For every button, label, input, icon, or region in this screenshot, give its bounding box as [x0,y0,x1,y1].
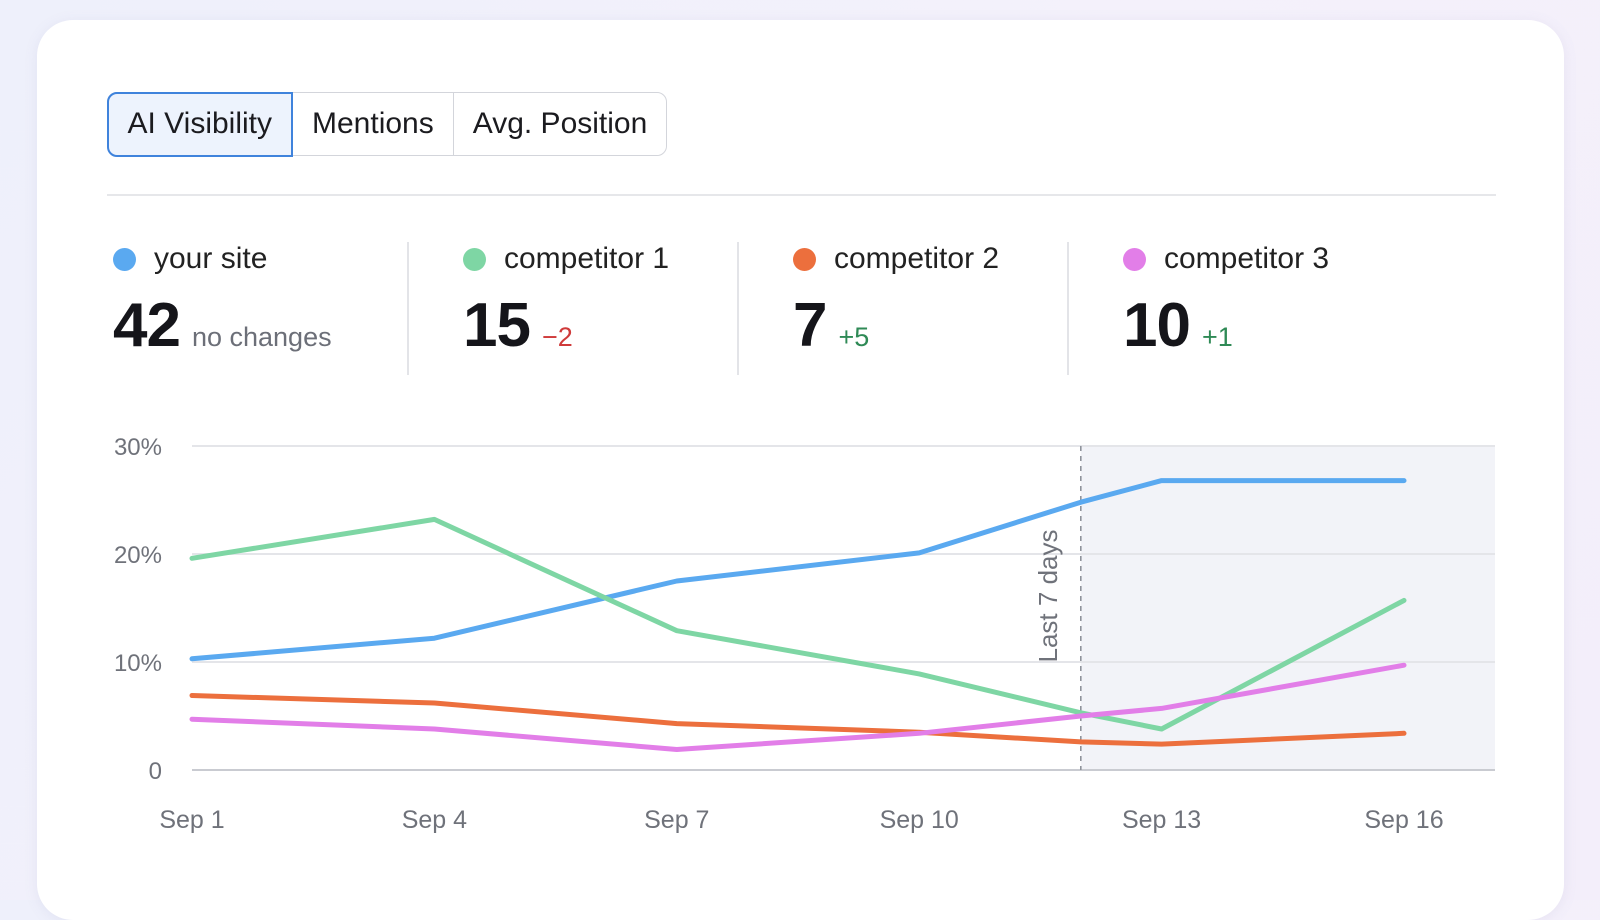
metric-separator [407,242,409,375]
tab-ai-visibility[interactable]: AI Visibility [106,91,293,157]
metric-label: competitor 1 [504,242,670,275]
series-line-competitor-1 [189,516,1407,732]
x-tick-label: Sep 16 [1364,806,1443,834]
metric-tabs: AI Visibility Mentions Avg. Position [106,91,668,157]
metric-label: your site [154,242,268,275]
metric-change: no changes [191,322,332,352]
last-7-days-label: Last 7 days [1033,530,1063,663]
legend-dot-your-site [113,247,136,271]
x-tick-label: Sep 1 [159,806,224,834]
metric-label: competitor 3 [1164,242,1330,275]
x-tick-label: Sep 7 [644,806,709,834]
metric-competitor-1: competitor 1 15 −2 [463,242,669,361]
visibility-line-chart: 0 10% 20% 30% Last 7 days Sep 1 Sep 4 Sep 7 Sep … [114,434,1495,834]
tab-avg-position[interactable]: Avg. Position [453,93,667,155]
legend-dot-competitor-2 [793,247,816,271]
y-tick-label: 20% [114,542,162,569]
y-tick-label: 30% [114,434,162,461]
tab-mentions[interactable]: Mentions [293,93,454,155]
metric-change: +1 [1201,322,1233,352]
x-tick-label: Sep 10 [880,806,959,834]
series-line-competitor-3 [189,662,1407,752]
metric-value: 7 [793,291,827,360]
metric-value: 10 [1123,291,1191,360]
metric-competitor-3: competitor 3 10 +1 [1123,242,1329,361]
x-tick-label: Sep 4 [402,806,467,834]
x-tick-label: Sep 13 [1122,806,1201,834]
metric-label: competitor 2 [834,242,1000,275]
metric-separator [1067,242,1069,375]
metric-separator [737,242,739,375]
y-tick-label: 10% [114,650,162,677]
section-divider [107,194,1496,196]
legend-dot-competitor-3 [1123,247,1146,271]
metric-value: 42 [113,291,181,360]
metric-value: 15 [463,291,531,360]
metric-your-site: your site 42 no changes [113,242,332,361]
y-tick-label: 0 [149,758,162,785]
series-line-your-site [189,478,1407,662]
metric-change: −2 [541,322,573,352]
metric-change: +5 [838,322,870,352]
metric-competitor-2: competitor 2 7 +5 [793,242,999,361]
legend-dot-competitor-1 [463,247,486,271]
last-7-days-region [1080,446,1495,770]
